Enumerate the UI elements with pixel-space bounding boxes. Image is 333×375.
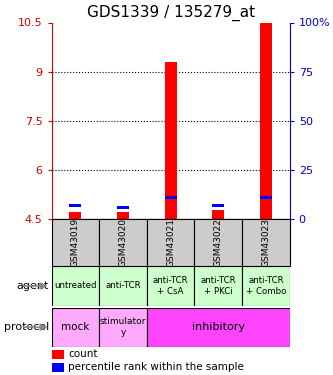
Bar — [260, 22, 272, 219]
Bar — [165, 196, 176, 199]
Bar — [117, 212, 129, 219]
Text: GSM43019: GSM43019 — [71, 218, 80, 267]
Bar — [147, 308, 290, 347]
Text: untreated: untreated — [54, 281, 97, 290]
Text: count: count — [68, 349, 98, 359]
Text: agent: agent — [17, 281, 49, 291]
Bar — [242, 266, 290, 306]
Bar — [52, 266, 99, 306]
Text: anti-TCR
+ Combo: anti-TCR + Combo — [246, 276, 286, 296]
Bar — [70, 204, 81, 207]
Bar — [147, 219, 194, 266]
Text: percentile rank within the sample: percentile rank within the sample — [68, 362, 244, 372]
Text: GSM43022: GSM43022 — [214, 218, 223, 267]
Bar — [70, 212, 81, 219]
Bar — [212, 210, 224, 219]
Bar — [147, 266, 194, 306]
Text: anti-TCR: anti-TCR — [105, 281, 141, 290]
Bar — [99, 308, 147, 347]
Bar — [194, 219, 242, 266]
Bar — [194, 266, 242, 306]
Bar — [117, 206, 129, 209]
Text: stimulator
y: stimulator y — [100, 318, 146, 337]
Bar — [260, 196, 272, 199]
Bar — [52, 308, 99, 347]
Text: inhibitory: inhibitory — [192, 322, 245, 332]
Text: GSM43020: GSM43020 — [119, 218, 128, 267]
Text: GSM43021: GSM43021 — [166, 218, 175, 267]
Text: protocol: protocol — [4, 322, 49, 332]
Bar — [165, 62, 176, 219]
Bar — [52, 350, 64, 358]
Text: anti-TCR
+ CsA: anti-TCR + CsA — [153, 276, 188, 296]
Bar — [52, 363, 64, 372]
Text: mock: mock — [61, 322, 90, 332]
Bar — [99, 219, 147, 266]
Text: GSM43023: GSM43023 — [261, 218, 270, 267]
Bar — [242, 219, 290, 266]
Text: anti-TCR
+ PKCi: anti-TCR + PKCi — [200, 276, 236, 296]
Bar — [212, 204, 224, 207]
Bar — [99, 266, 147, 306]
Bar — [52, 219, 99, 266]
Title: GDS1339 / 135279_at: GDS1339 / 135279_at — [87, 5, 255, 21]
